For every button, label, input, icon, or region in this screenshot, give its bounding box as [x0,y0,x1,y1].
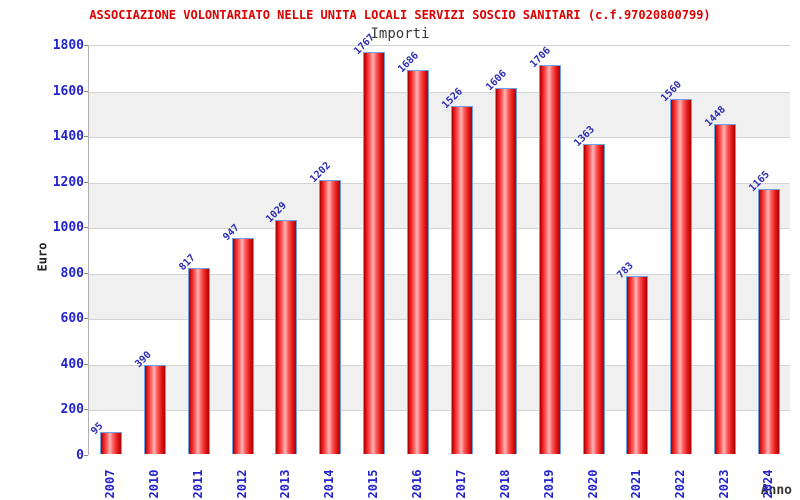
gridline [89,319,790,321]
x-tick-label-2013: 2013 [278,469,293,499]
x-tick-label-2007: 2007 [102,469,117,499]
x-tick-label-2016: 2016 [410,469,425,499]
bar-2011 [187,267,210,454]
y-tick-mark [84,272,88,274]
x-tick-label-2018: 2018 [497,469,512,499]
bar-2010 [143,365,166,454]
bar-2022 [670,98,693,454]
bar-2014 [319,180,342,454]
y-tick-label: 1800 [52,38,84,53]
y-tick-label: 600 [60,311,84,327]
x-tick-label-2020: 2020 [585,469,600,499]
x-tick-label-2011: 2011 [190,469,205,499]
bar-2012 [231,238,254,454]
x-tick-label-2012: 2012 [234,469,249,499]
bar-2015 [363,51,386,454]
bar-2021 [626,275,649,454]
gridline [89,91,790,93]
bar-2020 [582,143,605,454]
y-tick-label: 1400 [52,129,84,145]
y-tick-label: 1600 [52,83,84,99]
x-tick-label-2017: 2017 [453,469,468,499]
x-tick-label-2022: 2022 [673,469,688,499]
y-tick-mark [84,90,88,92]
bar-2024 [758,188,781,454]
y-tick-mark [84,45,88,46]
y-tick-mark [84,227,88,229]
gridline [89,410,790,412]
bar-2017 [450,106,473,454]
y-tick-label: 200 [60,402,84,418]
x-tick-label-2024: 2024 [761,469,776,499]
x-tick-label-2015: 2015 [366,469,381,499]
x-axis-title: Anno [760,483,792,498]
bar-2019 [538,65,561,454]
bar-2016 [407,69,430,454]
y-tick-mark [84,455,88,456]
plot-band [89,46,790,92]
plot-area [88,45,790,456]
gridline [89,228,790,230]
y-tick-mark [84,181,88,183]
y-tick-label: 400 [60,356,84,372]
x-tick-label-2010: 2010 [146,469,161,499]
gridline [89,137,790,139]
gridline [89,273,790,275]
bar-2023 [714,124,737,454]
x-tick-label-2021: 2021 [629,469,644,499]
x-tick-label-2014: 2014 [322,469,337,499]
x-tick-label-2019: 2019 [541,469,556,499]
y-tick-label: 1200 [52,174,84,190]
y-tick-mark [84,409,88,411]
chart-title: ASSOCIAZIONE VOLONTARIATO NELLE UNITA LO… [89,8,711,22]
x-tick-label-2023: 2023 [717,469,732,499]
bar-2013 [275,219,298,454]
y-tick-mark [84,318,88,320]
gridline [89,182,790,184]
y-tick-label: 0 [76,448,84,463]
bar-2007 [99,432,122,454]
y-tick-mark [84,136,88,138]
chart-subtitle: Importi [370,26,430,42]
y-tick-mark [84,363,88,365]
bar-2018 [494,88,517,454]
gridline [89,364,790,366]
y-tick-label: 1000 [52,220,84,236]
y-tick-label: 800 [60,265,84,281]
